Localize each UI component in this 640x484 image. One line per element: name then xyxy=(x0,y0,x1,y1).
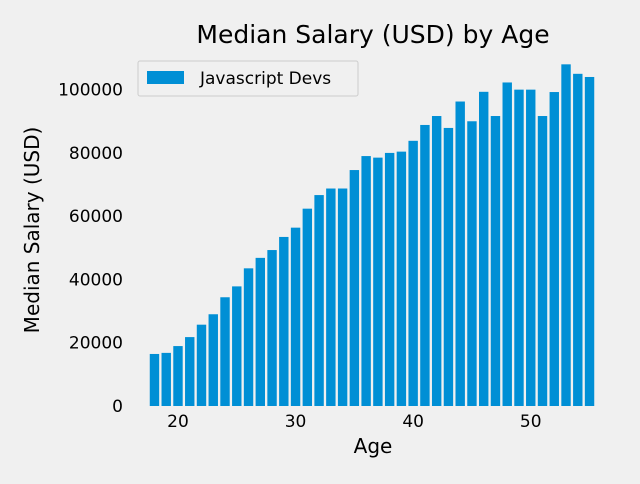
bar-age-27 xyxy=(255,257,265,406)
x-tick-label: 40 xyxy=(402,412,424,432)
bar-age-39 xyxy=(396,151,407,406)
bar-age-29 xyxy=(279,236,289,406)
y-tick-label: 0 xyxy=(112,397,123,417)
y-tick-label: 20000 xyxy=(69,334,123,354)
bar-age-35 xyxy=(349,170,360,406)
bar-age-22 xyxy=(196,324,207,406)
x-tick-label: 30 xyxy=(285,412,307,432)
x-axis-label: Age xyxy=(354,434,393,458)
bar-age-44 xyxy=(455,101,465,407)
x-tick-label: 20 xyxy=(167,412,189,432)
bar-age-46 xyxy=(479,91,489,406)
bar-age-23 xyxy=(208,314,218,406)
bar-age-51 xyxy=(537,116,548,407)
bar-age-45 xyxy=(467,121,477,407)
bar-age-48 xyxy=(502,82,512,406)
bar-age-34 xyxy=(337,188,348,406)
y-tick-label: 80000 xyxy=(69,144,123,164)
bar-age-25 xyxy=(232,286,242,406)
bar-age-49 xyxy=(514,89,524,406)
bar-age-32 xyxy=(314,195,324,406)
legend: Javascript Devs xyxy=(137,60,359,97)
bar-age-43 xyxy=(443,127,454,406)
bar-age-40 xyxy=(408,140,418,406)
bar-age-41 xyxy=(420,124,430,407)
bar-age-37 xyxy=(373,157,383,406)
bar-age-38 xyxy=(384,152,395,406)
chart-title: Median Salary (USD) by Age xyxy=(196,20,549,49)
bar-age-28 xyxy=(267,250,277,406)
bar-age-31 xyxy=(302,208,313,406)
bar-age-20 xyxy=(173,346,183,406)
y-tick-label: 100000 xyxy=(58,81,123,101)
legend-swatch-javascript-devs xyxy=(147,71,184,84)
x-tick-label: 50 xyxy=(520,412,542,432)
bar-age-55 xyxy=(584,76,595,406)
bar-age-42 xyxy=(431,116,442,407)
y-axis-label: Median Salary (USD) xyxy=(20,127,44,334)
y-tick-label: 60000 xyxy=(69,207,123,227)
bar-age-24 xyxy=(220,297,230,406)
bar-age-33 xyxy=(326,188,336,406)
legend-box xyxy=(137,60,359,97)
y-axis-ticks: 0 20000 40000 60000 80000 100000 xyxy=(58,81,123,417)
bar-age-52 xyxy=(549,92,559,406)
bar-age-54 xyxy=(573,73,583,406)
x-axis-ticks: 20 30 40 50 xyxy=(167,412,541,432)
bar-age-30 xyxy=(290,227,301,406)
bar-age-47 xyxy=(490,116,501,407)
bar-age-53 xyxy=(561,64,571,406)
bar-age-50 xyxy=(526,89,536,406)
bar-age-18 xyxy=(149,353,160,406)
bar-age-26 xyxy=(243,268,254,406)
bars-group xyxy=(149,64,595,407)
bar-age-21 xyxy=(185,337,195,406)
bar-age-36 xyxy=(361,156,371,406)
y-tick-label: 40000 xyxy=(69,270,123,290)
bar-age-19 xyxy=(161,352,171,406)
legend-label-javascript-devs: Javascript Devs xyxy=(199,69,331,89)
